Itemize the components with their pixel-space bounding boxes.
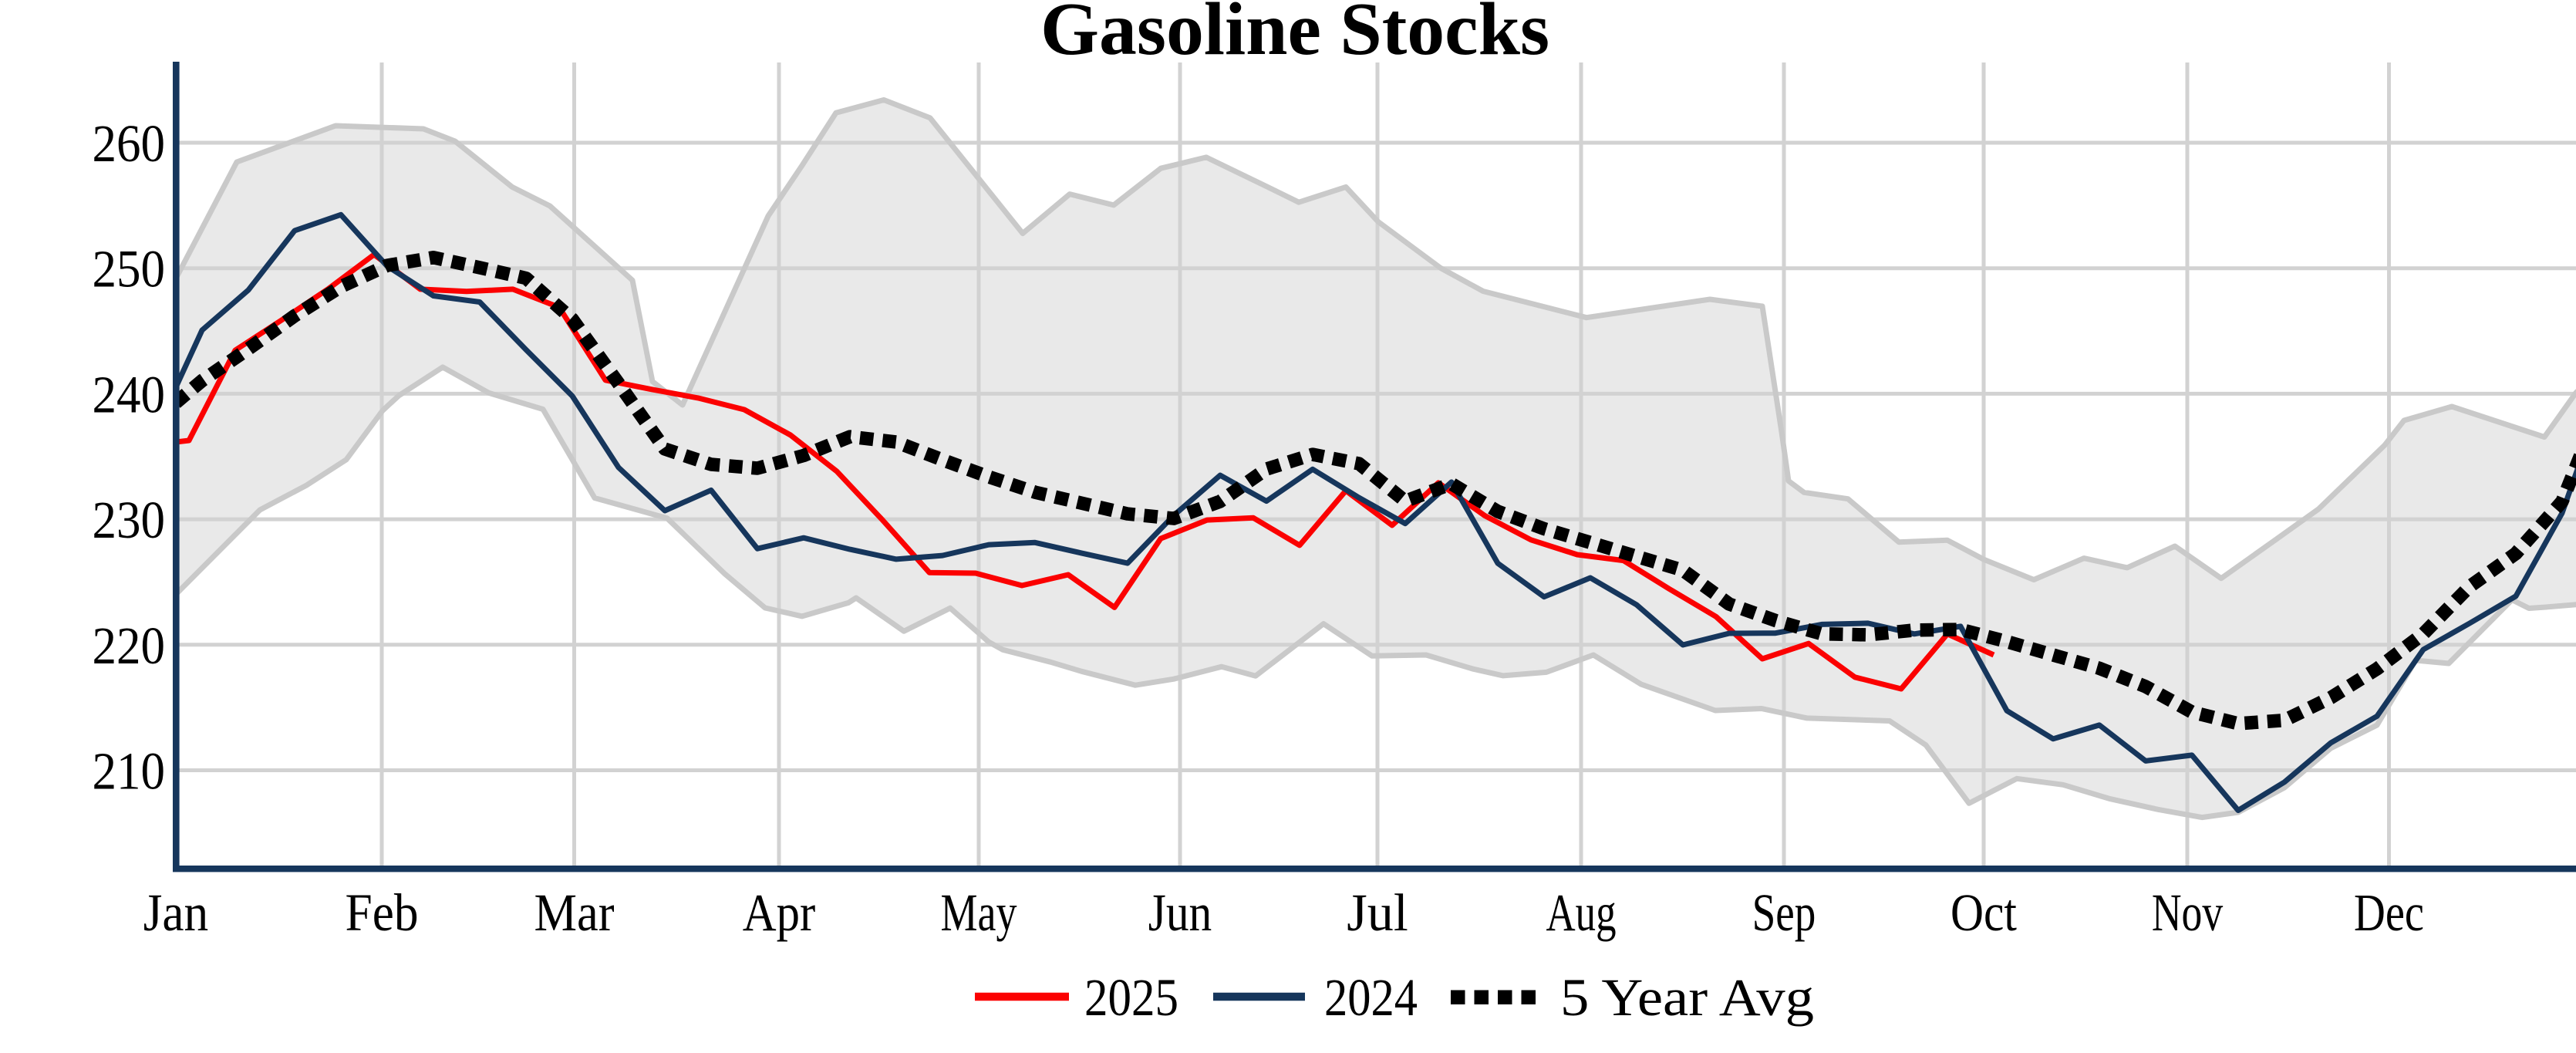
svg-text:5 Year Avg: 5 Year Avg: [1560, 968, 1814, 1027]
svg-text:Gasoline Stocks: Gasoline Stocks: [1040, 0, 1549, 71]
svg-text:May: May: [941, 883, 1017, 942]
svg-text:Sep: Sep: [1752, 883, 1816, 942]
svg-text:210: 210: [93, 742, 166, 801]
svg-text:Jan: Jan: [143, 883, 209, 942]
svg-text:2025: 2025: [1084, 968, 1178, 1027]
svg-text:Jul: Jul: [1347, 883, 1408, 942]
svg-text:Feb: Feb: [346, 883, 419, 942]
svg-text:220: 220: [93, 616, 166, 675]
svg-text:Dec: Dec: [2354, 883, 2424, 942]
svg-text:Oct: Oct: [1951, 883, 2017, 942]
svg-text:260: 260: [93, 114, 166, 173]
svg-text:Aug: Aug: [1546, 883, 1617, 942]
svg-text:230: 230: [93, 491, 166, 549]
svg-text:240: 240: [93, 365, 166, 424]
svg-text:250: 250: [93, 240, 166, 299]
svg-text:Nov: Nov: [2152, 883, 2224, 942]
svg-text:Apr: Apr: [743, 883, 815, 942]
svg-text:2024: 2024: [1324, 968, 1418, 1027]
svg-text:Jun: Jun: [1148, 883, 1212, 942]
svg-text:Mar: Mar: [534, 883, 615, 942]
